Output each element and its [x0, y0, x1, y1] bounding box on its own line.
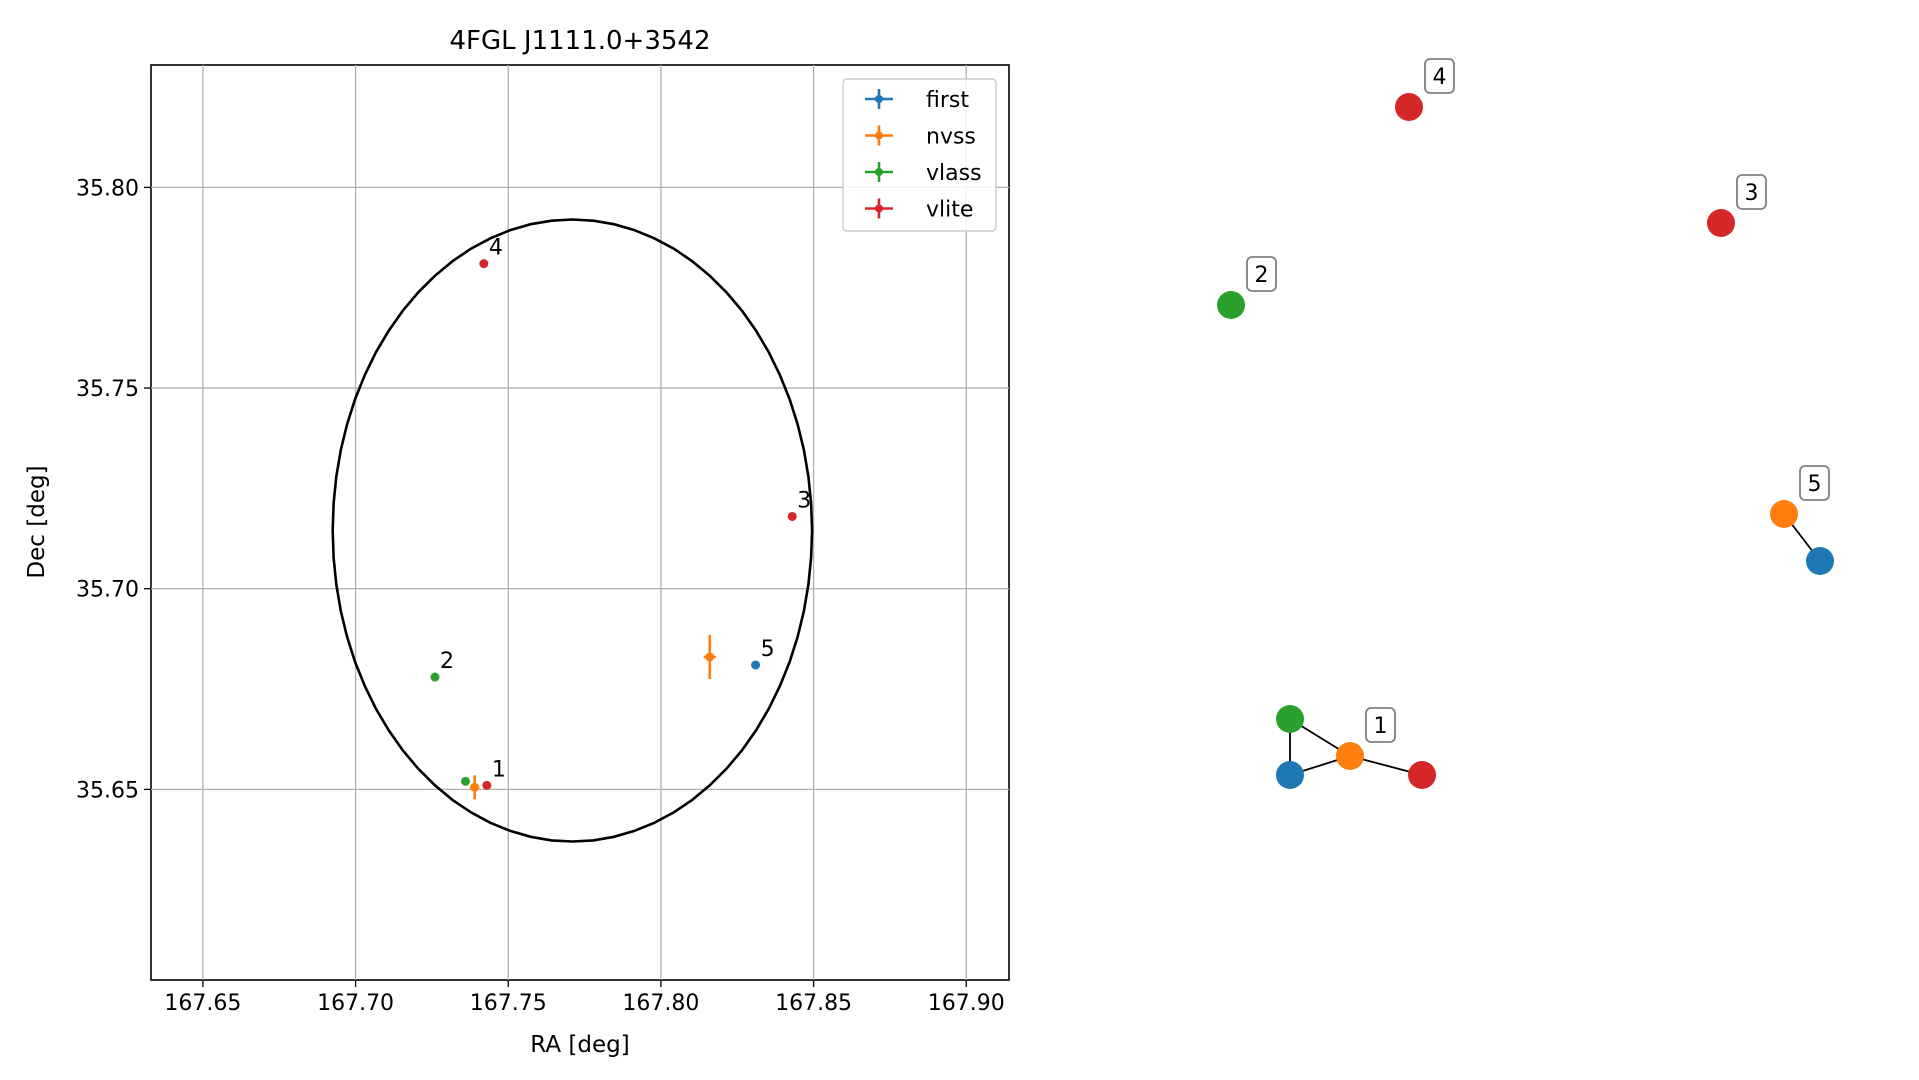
graph-label-text: 5 [1808, 472, 1822, 497]
graph-node [1217, 291, 1245, 319]
graph-label-box [1799, 465, 1830, 501]
legend-entry-first: first [865, 88, 969, 113]
graph-label-1: 1 [1365, 707, 1396, 743]
vlite-point [787, 511, 797, 521]
graph-nodes [1217, 93, 1834, 789]
legend-frame [842, 78, 997, 232]
legend-label: first [926, 88, 969, 113]
legend: first nvss vlass vlite [842, 78, 997, 232]
localization-ellipse [331, 218, 814, 843]
x-axis-ticks: 167.65 167.70 167.75 167.80 167.85 167.90 [164, 980, 1005, 1016]
graph-node [1770, 500, 1798, 528]
x-axis-label: RA [deg] [530, 1032, 629, 1058]
legend-label: vlite [926, 198, 973, 223]
x-tick-label: 167.80 [622, 991, 699, 1016]
graph-node [1707, 209, 1735, 237]
network-graph: 1 2 3 4 5 [1217, 58, 1834, 789]
source-label: 4 [489, 236, 503, 261]
graph-node [1395, 93, 1423, 121]
source-label: 2 [440, 649, 454, 674]
legend-marker-dot [875, 131, 883, 140]
graph-label-text: 3 [1745, 181, 1759, 206]
graph-labels: 1 2 3 4 5 [1246, 58, 1830, 743]
graph-label-2: 2 [1246, 256, 1277, 292]
y-axis-ticks: 35.65 35.70 35.75 35.80 [76, 176, 151, 803]
graph-label-3: 3 [1736, 174, 1767, 210]
vlass-point [430, 672, 440, 682]
x-tick-label: 167.65 [164, 991, 241, 1016]
x-tick-label: 167.70 [317, 991, 394, 1016]
legend-label: nvss [926, 125, 976, 150]
vlass-point [460, 776, 470, 786]
graph-label-text: 1 [1374, 714, 1388, 739]
source-label: 3 [797, 488, 811, 513]
x-tick-label: 167.90 [928, 991, 1005, 1016]
data-points [430, 259, 797, 800]
graph-label-4: 4 [1424, 58, 1455, 94]
first-point [751, 660, 761, 670]
graph-node [1336, 742, 1364, 770]
graph-node [1408, 761, 1436, 789]
legend-marker-dot [875, 168, 883, 176]
chart-title: 4FGL J1111.0+3542 [450, 26, 711, 56]
y-tick-label: 35.70 [76, 578, 139, 603]
graph-label-5: 5 [1799, 465, 1830, 501]
legend-entry-vlite: vlite [865, 198, 973, 223]
legend-label: vlass [926, 161, 982, 186]
nvss-point [705, 652, 715, 662]
graph-label-box [1736, 174, 1767, 210]
source-label: 1 [492, 757, 506, 782]
graph-label-text: 2 [1255, 263, 1269, 288]
legend-entry-vlass: vlass [865, 161, 982, 186]
legend-marker-dot [875, 95, 883, 103]
legend-entry-nvss: nvss [865, 125, 976, 150]
scatter-plot: 167.65 167.70 167.75 167.80 167.85 167.90 35.… [24, 26, 1010, 1058]
graph-label-box [1424, 58, 1455, 94]
y-tick-label: 35.80 [76, 176, 139, 201]
legend-marker-dot [875, 204, 883, 213]
legend-entries: first nvss vlass vlite [865, 88, 982, 223]
graph-label-box [1365, 707, 1396, 743]
vlite-point [479, 259, 489, 269]
x-tick-label: 167.75 [470, 991, 547, 1016]
graph-node [1806, 547, 1834, 575]
plot-frame [150, 64, 1010, 981]
vlite-point [482, 780, 492, 790]
source-label: 5 [761, 637, 775, 662]
y-axis-label: Dec [deg] [24, 465, 50, 578]
graph-node [1276, 705, 1304, 733]
y-tick-label: 35.75 [76, 377, 139, 402]
y-tick-label: 35.65 [76, 778, 139, 803]
graph-label-text: 4 [1433, 65, 1447, 90]
nvss-point [470, 782, 480, 792]
point-annotations: 1 2 3 4 5 [440, 236, 811, 783]
x-tick-label: 167.85 [775, 991, 852, 1016]
graph-label-box [1246, 256, 1277, 292]
graph-node [1276, 761, 1304, 789]
